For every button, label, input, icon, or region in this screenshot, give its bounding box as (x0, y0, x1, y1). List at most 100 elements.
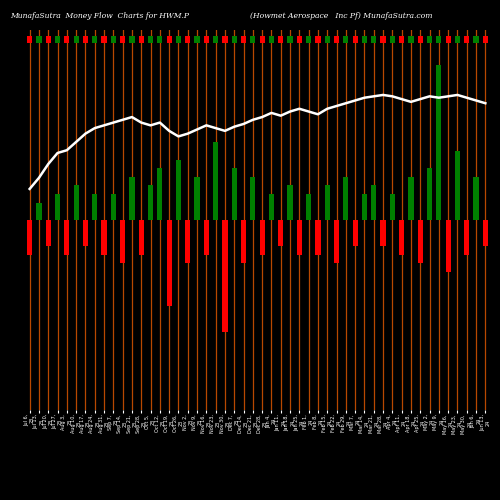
Bar (408, 36, 414, 44)
Bar (158, 36, 162, 44)
Bar (250, 36, 256, 44)
Bar (232, 36, 237, 44)
Bar (185, 36, 190, 44)
Bar (102, 220, 106, 254)
Bar (380, 220, 386, 246)
Bar (269, 36, 274, 44)
Bar (83, 220, 88, 246)
Bar (474, 36, 478, 44)
Bar (278, 220, 283, 246)
Bar (166, 220, 172, 306)
Bar (399, 36, 404, 44)
Bar (64, 220, 70, 254)
Bar (483, 36, 488, 44)
Bar (297, 36, 302, 44)
Bar (455, 151, 460, 220)
Bar (324, 36, 330, 44)
Bar (194, 36, 200, 44)
Bar (474, 177, 478, 220)
Bar (371, 36, 376, 44)
Bar (241, 220, 246, 263)
Text: MunafaSutra  Money Flow  Charts for HWM.P: MunafaSutra Money Flow Charts for HWM.P (10, 12, 189, 20)
Bar (241, 36, 246, 44)
Bar (250, 177, 256, 220)
Bar (185, 220, 190, 263)
Bar (260, 36, 264, 44)
Bar (74, 36, 78, 44)
Bar (46, 36, 51, 44)
Bar (222, 220, 228, 332)
Bar (92, 36, 98, 44)
Bar (130, 177, 134, 220)
Bar (166, 36, 172, 44)
Bar (371, 186, 376, 220)
Bar (83, 36, 88, 44)
Bar (390, 36, 395, 44)
Bar (36, 36, 42, 44)
Bar (138, 220, 144, 254)
Bar (260, 220, 264, 254)
Bar (269, 194, 274, 220)
Bar (464, 36, 469, 44)
Bar (455, 36, 460, 44)
Bar (64, 36, 70, 44)
Bar (316, 36, 320, 44)
Bar (55, 194, 60, 220)
Bar (427, 36, 432, 44)
Bar (213, 36, 218, 44)
Bar (55, 36, 60, 44)
Bar (483, 220, 488, 246)
Bar (352, 36, 358, 44)
Bar (362, 36, 367, 44)
Bar (362, 194, 367, 220)
Bar (176, 36, 181, 44)
Bar (138, 36, 144, 44)
Bar (111, 194, 116, 220)
Bar (446, 36, 450, 44)
Bar (36, 202, 42, 220)
Bar (222, 36, 228, 44)
Bar (111, 36, 116, 44)
Bar (316, 220, 320, 254)
Bar (204, 220, 209, 254)
Bar (344, 177, 348, 220)
Bar (148, 186, 153, 220)
Bar (102, 36, 106, 44)
Bar (352, 220, 358, 246)
Bar (288, 36, 292, 44)
Text: (Howmet Aerospace   Inc Pf) MunafaSutra.com: (Howmet Aerospace Inc Pf) MunafaSutra.co… (250, 12, 432, 20)
Bar (408, 177, 414, 220)
Bar (334, 220, 339, 263)
Bar (232, 168, 237, 220)
Bar (27, 36, 32, 44)
Bar (120, 36, 125, 44)
Bar (92, 194, 98, 220)
Bar (288, 186, 292, 220)
Bar (46, 220, 51, 246)
Bar (27, 220, 32, 254)
Bar (130, 36, 134, 44)
Bar (380, 36, 386, 44)
Bar (194, 177, 200, 220)
Bar (176, 160, 181, 220)
Bar (306, 194, 311, 220)
Bar (324, 186, 330, 220)
Bar (213, 142, 218, 220)
Bar (120, 220, 125, 263)
Bar (436, 36, 442, 44)
Bar (74, 186, 78, 220)
Bar (418, 220, 423, 263)
Bar (344, 36, 348, 44)
Bar (334, 36, 339, 44)
Bar (436, 64, 442, 220)
Bar (278, 36, 283, 44)
Bar (399, 220, 404, 254)
Bar (297, 220, 302, 254)
Bar (418, 36, 423, 44)
Bar (306, 36, 311, 44)
Bar (390, 194, 395, 220)
Bar (427, 168, 432, 220)
Bar (446, 220, 450, 272)
Bar (204, 36, 209, 44)
Bar (158, 168, 162, 220)
